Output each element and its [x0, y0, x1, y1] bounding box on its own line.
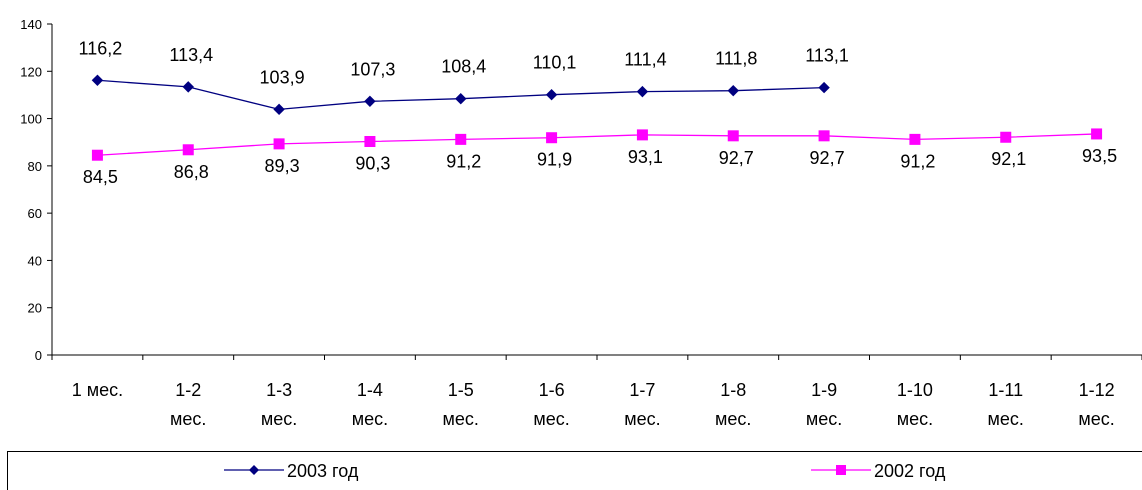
x-tick-label-line: 1-5	[448, 380, 474, 400]
data-point-diamond	[636, 85, 649, 98]
legend: 2003 год 2002 год	[7, 451, 1142, 490]
x-tick-label-line: мес.	[261, 409, 297, 429]
data-label: 93,1	[628, 147, 663, 167]
data-label: 86,8	[174, 162, 209, 182]
data-point-diamond	[545, 88, 558, 101]
data-label: 113,1	[805, 46, 849, 66]
data-point-square	[818, 130, 830, 142]
data-labels-layer: 116,2 113,4 103,9 107,3 108,4 110,1 111,4 111,8…	[79, 38, 1118, 187]
x-tick-label-line: 1 мес.	[72, 380, 123, 400]
x-tick-label-line: мес.	[1078, 409, 1114, 429]
x-tick-label: 1-8 мес.	[715, 380, 751, 429]
x-tick-label-line: 1-3	[266, 380, 292, 400]
y-tick-label: 0	[35, 348, 42, 363]
legend-marker-square	[836, 465, 846, 475]
x-tick-label: 1-7 мес.	[624, 380, 660, 429]
x-tick-label-line: мес.	[443, 409, 479, 429]
x-tick-label-line: 1-4	[357, 380, 383, 400]
data-label: 89,3	[265, 156, 300, 176]
x-tick-label-line: мес.	[988, 409, 1024, 429]
data-label: 107,3	[350, 59, 395, 79]
x-tick-label-line: 1-9	[811, 380, 837, 400]
data-label: 92,1	[991, 149, 1026, 169]
data-point-square	[636, 129, 648, 141]
data-point-square	[909, 133, 921, 145]
data-label: 110,1	[533, 53, 577, 73]
x-tick-label-line: мес.	[624, 409, 660, 429]
x-tick-label-line: 1-12	[1079, 380, 1115, 400]
y-tick-label: 20	[28, 301, 42, 316]
y-tick-label: 60	[28, 206, 42, 221]
data-point-diamond	[455, 93, 467, 105]
x-tick-label-line: мес.	[352, 409, 388, 429]
x-tick-label-line: мес.	[715, 409, 751, 429]
x-tick-label-line: 1-7	[629, 380, 655, 400]
x-tick-label-line: 1-11	[988, 380, 1023, 400]
y-axis-ticks: 0 20 40 60 80 100 120 140	[20, 17, 52, 363]
data-label: 90,3	[355, 154, 390, 174]
x-tick-label: 1-3 мес.	[261, 380, 297, 429]
x-tick-label-line: мес.	[533, 409, 569, 429]
data-point-diamond	[818, 81, 830, 94]
y-tick-label: 100	[20, 112, 42, 127]
chart-axes	[51, 24, 1142, 356]
series-line-2	[97, 133, 1097, 156]
legend-label: 2003 год	[287, 461, 359, 481]
y-tick-label: 40	[28, 253, 42, 268]
data-point-diamond	[182, 81, 194, 93]
data-label: 84,5	[83, 167, 118, 187]
x-tick-label-line: мес.	[170, 409, 206, 429]
data-label: 92,7	[719, 148, 754, 168]
x-tick-label-line: мес.	[897, 409, 933, 429]
data-point-square	[273, 138, 285, 150]
y-tick-label: 120	[20, 64, 42, 79]
legend-marker-diamond	[249, 465, 259, 475]
data-point-square	[182, 144, 194, 156]
data-label: 111,8	[715, 49, 757, 69]
data-label: 108,4	[441, 57, 486, 77]
legend-box	[7, 451, 1142, 490]
x-tick-label: 1 мес.	[72, 380, 123, 400]
x-tick-label: 1-9 мес.	[806, 380, 842, 429]
data-label: 92,7	[810, 148, 845, 168]
data-point-square	[727, 130, 739, 142]
data-point-square	[455, 133, 467, 145]
data-point-square	[364, 136, 376, 148]
x-tick-label-line: 1-10	[897, 380, 933, 400]
data-point-diamond	[727, 84, 739, 97]
data-point-square	[1000, 131, 1012, 143]
x-tick-label-line: 1-8	[720, 380, 746, 400]
data-label: 113,4	[169, 45, 213, 65]
data-label: 91,2	[446, 151, 481, 171]
data-label: 91,9	[537, 150, 572, 170]
data-point-diamond	[91, 74, 104, 86]
data-label: 116,2	[79, 38, 123, 58]
data-label: 93,5	[1082, 146, 1117, 166]
data-label: 103,9	[260, 67, 305, 87]
data-point-square	[91, 149, 103, 161]
x-tick-label: 1-5 мес.	[443, 380, 479, 429]
x-tick-label-line: 1-6	[539, 380, 565, 400]
x-tick-label: 1-12 мес.	[1078, 380, 1114, 429]
series-layer	[91, 74, 1103, 161]
x-tick-label: 1-2 мес.	[170, 380, 206, 429]
x-axis-ticks: 1 мес. 1-2 мес. 1-3 мес. 1-4 мес. 1-5 мес. 1-6 мес…	[51, 355, 1142, 429]
x-tick-label: 1-4 мес.	[352, 380, 388, 429]
data-point-square	[546, 132, 558, 144]
x-tick-label: 1-11 мес.	[988, 380, 1024, 429]
y-tick-label: 140	[20, 17, 42, 32]
data-label: 91,2	[900, 151, 935, 171]
data-point-square	[1091, 128, 1103, 140]
legend-label: 2002 год	[874, 461, 946, 481]
x-tick-label-line: мес.	[806, 409, 842, 429]
x-tick-label-line: 1-2	[175, 380, 201, 400]
x-tick-label: 1-10 мес.	[897, 380, 933, 429]
data-point-diamond	[364, 95, 376, 108]
y-tick-label: 80	[28, 159, 42, 174]
data-label: 111,4	[624, 50, 666, 70]
data-point-diamond	[273, 103, 285, 116]
x-tick-label: 1-6 мес.	[533, 380, 569, 429]
